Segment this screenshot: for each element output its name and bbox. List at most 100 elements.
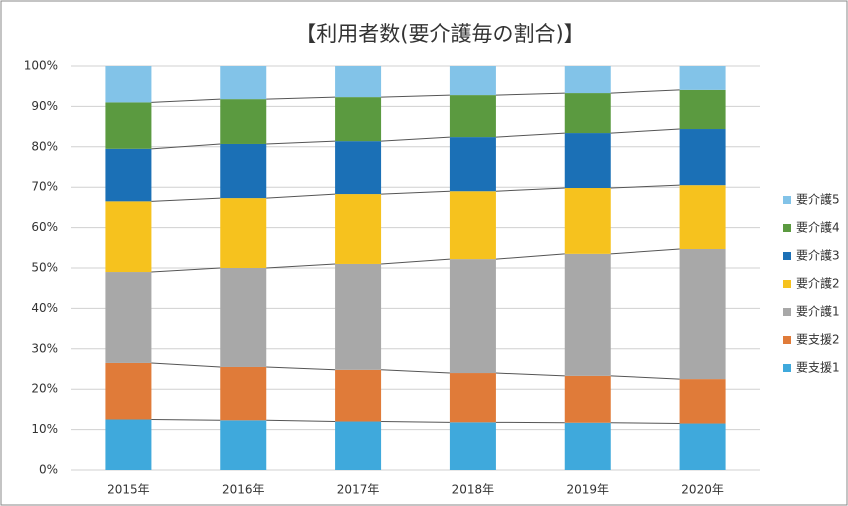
- bar-segment: [449, 259, 496, 374]
- bar-segment: [679, 185, 726, 250]
- series-line: [266, 96, 336, 100]
- series-line: [381, 190, 450, 195]
- legend-label: 要介護4: [796, 220, 840, 235]
- bar-segment: [449, 137, 496, 192]
- bar-segment: [220, 268, 267, 367]
- bar-segment: [679, 89, 726, 130]
- bar-segment: [220, 143, 267, 199]
- legend-label: 要支援2: [796, 333, 840, 347]
- bar-segment: [105, 362, 152, 420]
- bar-segment: [335, 141, 382, 195]
- y-tick-label: 20%: [31, 382, 58, 396]
- legend-label: 要介護2: [796, 276, 840, 291]
- series-line: [266, 419, 336, 423]
- y-tick-label: 100%: [24, 59, 58, 73]
- series-line: [151, 143, 221, 150]
- bar-segment: [220, 99, 267, 144]
- bar-segment: [564, 66, 611, 94]
- bar-segment: [220, 198, 267, 268]
- series-line: [381, 369, 450, 374]
- x-tick-label: 2015年: [107, 483, 150, 497]
- bar-segment: [449, 373, 496, 423]
- bar-segment: [105, 148, 152, 202]
- bar-segment: [449, 66, 496, 96]
- bar-segment: [449, 191, 496, 260]
- series-line: [495, 372, 565, 377]
- bar-segment: [220, 420, 267, 470]
- y-tick-label: 10%: [31, 422, 58, 436]
- legend-label: 要介護1: [796, 304, 840, 319]
- bar-segment: [105, 419, 152, 470]
- y-tick-label: 40%: [31, 301, 58, 315]
- bar-segment: [564, 422, 611, 470]
- bar-segment: [679, 379, 726, 424]
- x-tick-label: 2020年: [681, 483, 724, 497]
- y-tick-label: 80%: [31, 139, 58, 153]
- legend-swatch: [783, 364, 791, 372]
- series-line: [495, 92, 565, 96]
- series-line: [610, 89, 680, 94]
- bar-segment: [564, 375, 611, 423]
- y-tick-label: 0%: [39, 463, 58, 477]
- series-line: [381, 421, 450, 423]
- series-line: [151, 197, 221, 202]
- bar-segment: [564, 253, 611, 376]
- series-line: [610, 184, 680, 189]
- series-line: [151, 267, 221, 273]
- bar-segment: [449, 422, 496, 470]
- series-line: [610, 422, 680, 425]
- bar-segment: [679, 249, 726, 380]
- bar-segment: [679, 66, 726, 90]
- bar-segment: [679, 423, 726, 470]
- bar-segment: [335, 66, 382, 98]
- legend-swatch: [783, 336, 791, 344]
- legend-swatch: [783, 252, 791, 260]
- series-line: [495, 253, 565, 260]
- bar-segment: [335, 369, 382, 422]
- bar-segment: [220, 66, 267, 100]
- bar-segment: [679, 129, 726, 186]
- legend-label: 要支援1: [796, 361, 840, 375]
- y-tick-label: 90%: [31, 99, 58, 113]
- legend-label: 要介護3: [796, 248, 840, 263]
- legend-swatch: [783, 280, 791, 288]
- bar-segment: [220, 366, 267, 421]
- bar-segment: [105, 201, 152, 273]
- series-line: [266, 140, 336, 145]
- legend-swatch: [783, 196, 791, 204]
- legend-swatch: [783, 308, 791, 316]
- y-tick-label: 50%: [31, 261, 58, 275]
- series-line: [495, 187, 565, 192]
- bar-segment: [105, 102, 152, 149]
- series-line: [151, 98, 221, 103]
- legend-swatch: [783, 224, 791, 232]
- bar-segment: [335, 263, 382, 370]
- x-tick-label: 2017年: [337, 483, 380, 497]
- series-line: [495, 132, 565, 138]
- bar-segment: [105, 66, 152, 103]
- y-tick-label: 30%: [31, 341, 58, 355]
- series-line: [610, 248, 680, 255]
- series-line: [266, 263, 336, 269]
- series-line: [381, 94, 450, 98]
- series-line: [151, 362, 221, 368]
- series-line: [151, 419, 221, 421]
- x-tick-label: 2018年: [452, 483, 495, 497]
- series-line: [381, 136, 450, 142]
- bar-segment: [335, 421, 382, 470]
- series-line: [266, 193, 336, 199]
- bar-segment: [105, 272, 152, 363]
- series-line: [610, 375, 680, 380]
- bar-segment: [564, 93, 611, 134]
- bar-segment: [449, 95, 496, 138]
- y-tick-label: 60%: [31, 220, 58, 234]
- bar-segment: [335, 97, 382, 142]
- series-line: [381, 258, 450, 265]
- bar-segment: [564, 188, 611, 254]
- legend-label: 要介護5: [796, 192, 840, 207]
- bar-segment: [564, 133, 611, 189]
- y-tick-label: 70%: [31, 180, 58, 194]
- series-line: [610, 128, 680, 134]
